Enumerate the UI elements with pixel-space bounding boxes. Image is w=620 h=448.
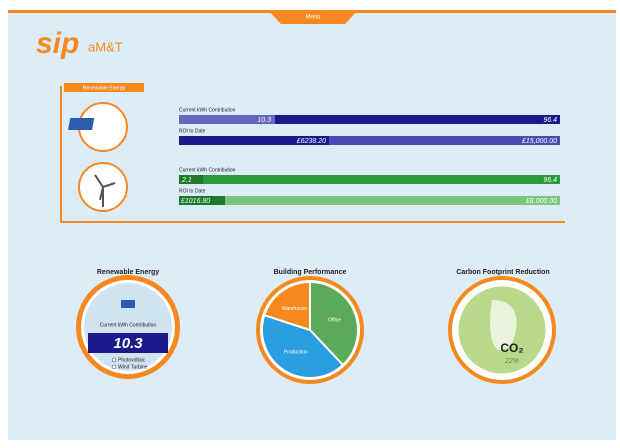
page: {"menu": "Menu", "logo": {"brand": "sip"… xyxy=(0,0,620,443)
kwh-bar xyxy=(179,175,560,184)
widget-title: Building Performance xyxy=(274,269,347,276)
roi-bar xyxy=(179,196,560,205)
logo-suffix: aM&T xyxy=(88,39,123,54)
widget-title: Renewable Energy xyxy=(97,269,159,276)
radio[interactable] xyxy=(112,365,116,369)
solar-panel xyxy=(68,118,94,130)
solar-mini xyxy=(121,300,135,308)
label: Current kWh Contribution xyxy=(179,107,236,113)
value: £15,000.00 xyxy=(521,138,557,145)
value: £1016.80 xyxy=(180,198,210,205)
widget-title: Carbon Footprint Reduction xyxy=(456,269,549,276)
value: 10.3 xyxy=(113,335,143,352)
slice-label: Warehouse xyxy=(282,306,308,312)
slice-label: Production xyxy=(284,350,308,356)
value: £8,000.00 xyxy=(525,198,557,205)
value: 10.3 xyxy=(257,117,271,124)
menu-label[interactable]: Menu xyxy=(305,15,320,21)
value: £6238.20 xyxy=(296,138,326,145)
pie: Office Production Warehouse xyxy=(262,282,358,378)
option[interactable]: Wind Turbine xyxy=(118,364,148,370)
dashboard: Menu sip aM&T Renewable Energy Current k… xyxy=(0,0,620,443)
logo-brand: sip xyxy=(36,27,79,60)
value: 96.4 xyxy=(543,117,557,124)
panel-title: Renewable Energy xyxy=(83,85,126,91)
value: 96.4 xyxy=(543,177,557,184)
radio[interactable] xyxy=(112,358,116,362)
option[interactable]: Photovoltaic xyxy=(118,357,146,363)
percent: 22% xyxy=(504,358,519,365)
slice-label: Office xyxy=(328,318,341,324)
co2: CO₂ xyxy=(500,341,523,355)
value: 2.1 xyxy=(181,177,192,184)
label: Current kWh Contribution xyxy=(100,322,157,328)
label: ROI to Date xyxy=(179,128,206,134)
label: Current kWh Contribution xyxy=(179,167,236,173)
label: ROI to Date xyxy=(179,188,206,194)
